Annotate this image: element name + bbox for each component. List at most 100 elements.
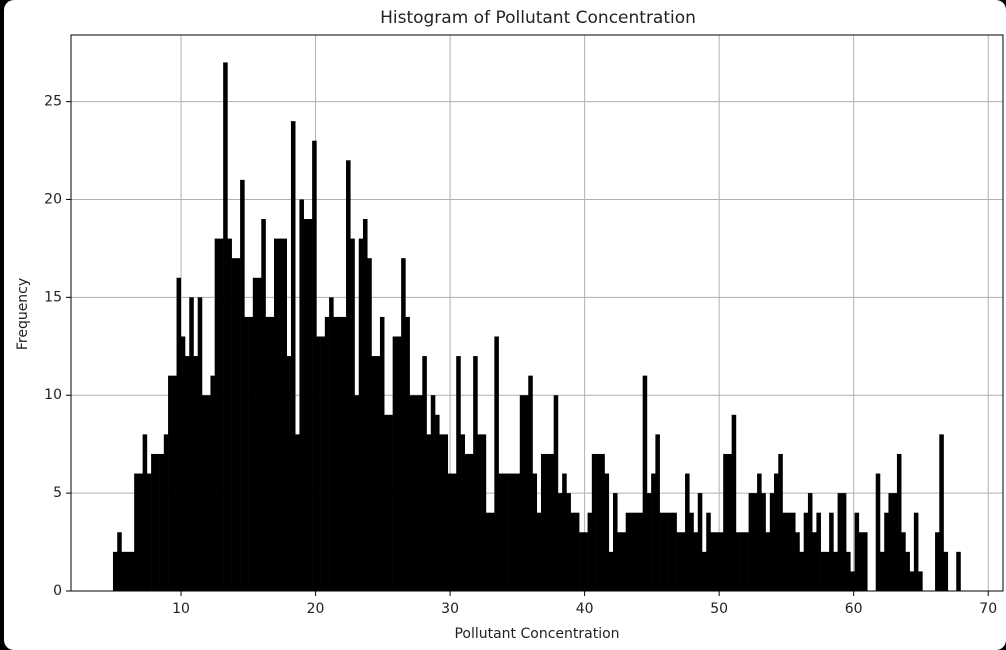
bar [655,434,660,591]
bar [464,453,470,591]
x-tick-label: 20 [307,601,325,617]
bar [290,121,296,592]
bar [206,395,211,591]
bar [748,493,754,591]
y-tick-label: 25 [44,94,62,110]
bar [731,414,737,591]
bar [163,434,169,591]
bar [244,316,249,591]
bar [460,434,465,591]
bar [562,473,567,591]
bar [939,434,944,591]
bar [316,336,321,591]
bar [481,434,487,591]
bar [858,532,864,591]
bar [307,219,313,591]
bar [528,375,533,591]
bar [668,512,673,591]
bar [515,473,521,591]
bar [168,375,173,591]
bar [549,453,554,591]
bar [494,336,499,591]
bar [701,551,707,591]
x-tick-label: 40 [576,601,594,617]
bar [468,453,474,591]
bar [723,453,728,591]
bar [418,395,423,591]
bar [905,551,910,591]
bar [596,453,601,591]
bar [625,512,631,591]
bar [646,493,652,591]
bar [443,434,449,591]
bar [833,551,838,591]
y-tick-label: 5 [53,485,62,501]
bar [375,356,381,591]
bar [430,395,436,591]
bar [540,453,546,591]
bar [396,336,402,591]
bar [638,512,643,591]
bar [909,571,915,591]
bar [693,532,699,591]
bar [121,551,126,591]
bar [447,473,453,591]
bar [850,571,855,591]
bar [570,512,576,591]
bar [591,453,597,591]
bar [680,532,686,591]
bar [689,512,694,591]
bar [697,493,703,591]
bar [286,356,292,591]
bar [735,532,741,591]
bar [803,512,809,591]
bar [261,219,266,591]
bar [197,297,203,591]
bar [608,551,614,591]
bar [180,336,186,591]
bar [401,258,406,591]
bar [193,356,199,591]
bar [379,316,385,591]
bar [324,316,330,591]
bar [333,316,338,591]
bar [409,395,415,591]
bar [710,532,716,591]
chart-title: Histogram of Pollutant Concentration [380,8,696,28]
bar [574,512,580,591]
bar [502,473,508,591]
bar [511,473,516,591]
bar [553,395,559,591]
bar [786,512,792,591]
bar [778,453,783,591]
bars [112,62,961,592]
bar [303,219,309,591]
bar [422,356,427,591]
bar [532,473,538,591]
bar [252,277,258,591]
bar [172,375,177,591]
bar [600,453,605,591]
bar [634,512,639,591]
bar [350,238,355,591]
bar [545,453,550,591]
bar [757,473,762,591]
bar [706,512,711,591]
y-tick-label: 15 [44,289,62,305]
bar [875,473,881,591]
bar [405,316,410,591]
bar [176,277,182,591]
bar [799,551,804,591]
x-axis-label: Pollutant Concentration [454,626,619,642]
bar [151,453,156,591]
bar [782,512,788,591]
bar [587,512,593,591]
bar [854,512,860,591]
bar [659,512,665,591]
bar [727,453,732,591]
bar [227,238,232,591]
bar [752,493,758,591]
bar [651,473,656,591]
bar [235,258,241,591]
